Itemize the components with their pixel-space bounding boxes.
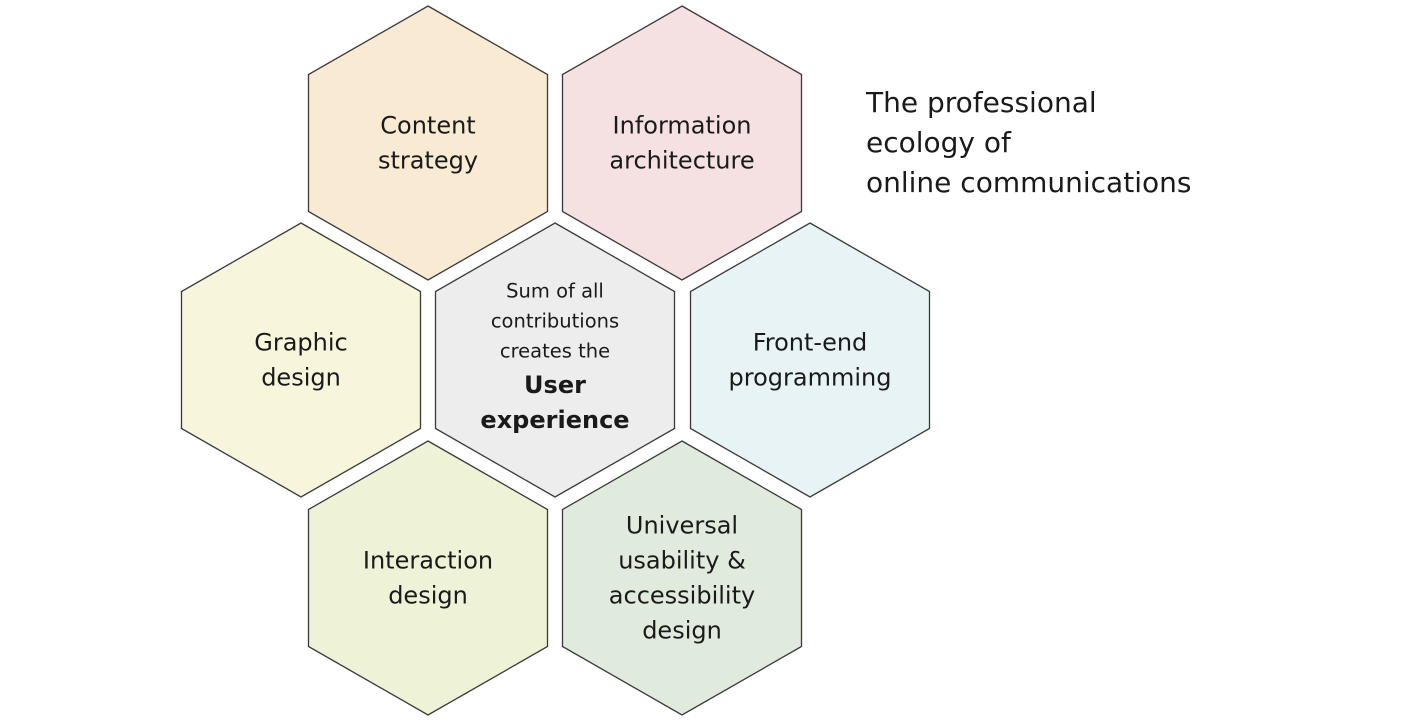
- center-highlight-line: User: [524, 371, 586, 399]
- hexagon-shape: [307, 5, 549, 281]
- hex-label-line: architecture: [609, 147, 754, 175]
- hex-label-line: design: [642, 617, 722, 645]
- hex-label-line: accessibility: [609, 582, 755, 610]
- center-summary-line: creates the: [500, 340, 610, 363]
- hexagon-shape: [180, 222, 422, 498]
- hex-label-line: programming: [729, 364, 892, 392]
- hex-information-architecture: Information architecture: [561, 5, 803, 281]
- hexagon-shape: [307, 440, 549, 716]
- title-line: online communications: [866, 166, 1192, 199]
- hexagon-shape: [561, 440, 803, 716]
- hexagon-shape: [434, 222, 676, 498]
- hex-label-line: design: [388, 582, 468, 610]
- hex-label-line: Content: [380, 112, 475, 140]
- title-line: The professional: [866, 86, 1097, 119]
- hexagon-shape: [561, 5, 803, 281]
- center-summary-line: Sum of all: [506, 280, 604, 303]
- hex-front-end-programming: Front-end programming: [689, 222, 931, 498]
- hex-label-line: usability &: [618, 547, 746, 575]
- hex-label-line: Interaction: [363, 547, 493, 575]
- title-line: ecology of: [866, 126, 1011, 159]
- hex-label-line: Graphic: [254, 329, 347, 357]
- hex-label-line: Information: [613, 112, 752, 140]
- center-summary-line: contributions: [491, 310, 619, 333]
- hex-universal-usability: Universal usability & accessibility design: [561, 440, 803, 716]
- diagram-title: The professional ecology of online commu…: [866, 83, 1286, 203]
- hexagon-shape: [689, 222, 931, 498]
- hex-label-line: Front-end: [753, 329, 868, 357]
- hex-graphic-design: Graphic design: [180, 222, 422, 498]
- hex-label-line: Universal: [626, 512, 738, 540]
- hex-interaction-design: Interaction design: [307, 440, 549, 716]
- hex-label-line: design: [261, 364, 341, 392]
- hex-label-line: strategy: [378, 147, 478, 175]
- hex-user-experience: Sum of all contributions creates the User ex…: [434, 222, 676, 498]
- hex-content-strategy: Content strategy: [307, 5, 549, 281]
- center-highlight-line: experience: [480, 406, 629, 434]
